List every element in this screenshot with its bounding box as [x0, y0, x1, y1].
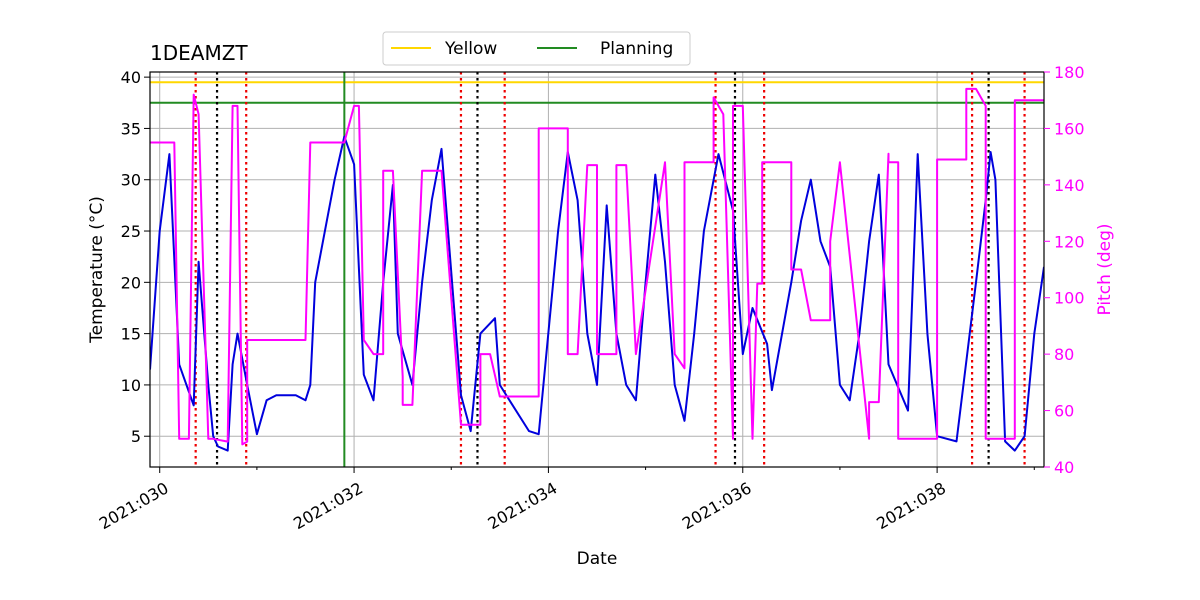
series-line-temperature — [150, 135, 1044, 452]
legend-label-yellow: Yellow — [444, 39, 497, 59]
y-left-tick-label: 25 — [121, 222, 141, 241]
data-series — [150, 87, 1044, 452]
y-right-tick-label: 80 — [1054, 345, 1074, 364]
y-left-tick-label: 35 — [121, 119, 141, 138]
y-right-tick-label: 120 — [1054, 232, 1085, 251]
y-left-tick-label: 10 — [121, 376, 141, 395]
y-left-tick-label: 40 — [121, 68, 141, 87]
legend-box — [382, 31, 691, 66]
y-right-tick-label: 180 — [1054, 63, 1085, 82]
y-left-tick-label: 30 — [121, 171, 141, 190]
x-axis-label: Date — [577, 549, 618, 569]
plot-frame — [149, 71, 1045, 468]
chart-title: 1DEAMZT — [150, 41, 248, 65]
legend: Yellow Planning — [382, 31, 691, 66]
x-tick-label: 2021:036 — [679, 478, 755, 533]
y-axis-right-label: Pitch (deg) — [1095, 223, 1115, 315]
y-right-tick-label: 140 — [1054, 176, 1085, 195]
y-left-tick-label: 5 — [131, 427, 141, 446]
x-tick-label: 2021:034 — [485, 478, 561, 533]
x-tick-label: 2021:030 — [96, 478, 172, 533]
y-right-tick-label: 100 — [1054, 289, 1085, 308]
event-markers — [194, 72, 1026, 467]
limit-lines — [150, 81, 1044, 104]
y-axis-left-label: Temperature (°C) — [87, 196, 107, 344]
y-right-tick-label: 160 — [1054, 119, 1085, 138]
series-line-pitch — [150, 87, 1044, 446]
y-right-tick-label: 40 — [1054, 458, 1074, 477]
y-right-tick-label: 60 — [1054, 402, 1074, 421]
legend-label-planning: Planning — [600, 39, 673, 59]
x-tick-label: 2021:038 — [873, 478, 949, 533]
x-tick-label: 2021:032 — [290, 478, 366, 533]
y-left-tick-label: 20 — [121, 273, 141, 292]
y-left-tick-label: 15 — [121, 325, 141, 344]
